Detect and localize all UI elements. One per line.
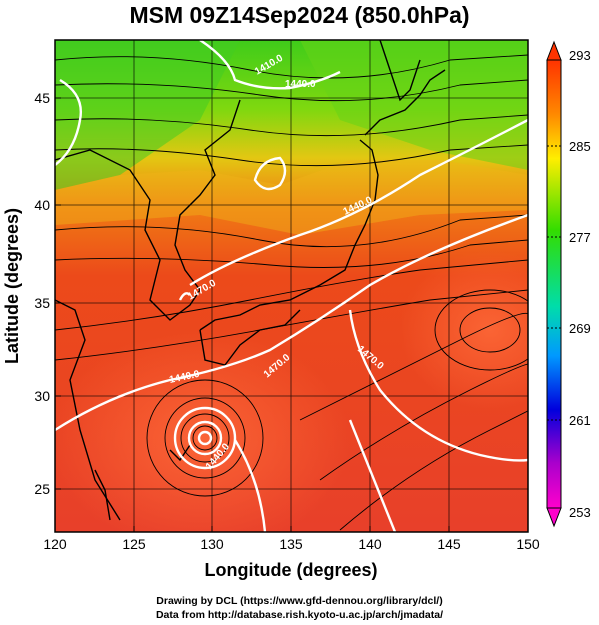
colorbar-labels: 293 285 277 269 261 253 <box>569 48 591 520</box>
x-tick-marks <box>54 526 529 532</box>
colorbar-tick-label: 261 <box>569 413 591 428</box>
y-tick-labels: 25 30 35 40 45 <box>34 90 50 497</box>
x-tick-label: 135 <box>279 536 303 552</box>
x-tick-labels: 120 125 130 135 140 145 150 <box>43 536 540 552</box>
y-tick-label: 30 <box>34 388 50 404</box>
height-contours <box>55 40 528 532</box>
x-tick-label: 145 <box>437 536 461 552</box>
colorbar-tick-label: 293 <box>569 48 591 63</box>
colorbar-tick-label: 253 <box>569 505 591 520</box>
colorbar-tick-label: 285 <box>569 139 591 154</box>
y-tick-marks <box>55 97 61 490</box>
colorbar-tick-label: 277 <box>569 230 591 245</box>
colorbar-max-arrow <box>546 40 562 61</box>
x-tick-label: 150 <box>516 536 540 552</box>
x-tick-label: 120 <box>43 536 67 552</box>
y-tick-label: 45 <box>34 90 50 106</box>
y-axis-label: Latitude (degrees) <box>2 208 22 364</box>
x-tick-label: 130 <box>200 536 224 552</box>
colorbar-min-arrow <box>546 507 562 528</box>
coastlines <box>55 40 446 521</box>
y-tick-label: 40 <box>34 197 50 213</box>
colorbar-tick-label: 269 <box>569 321 591 336</box>
x-axis-label: Longitude (degrees) <box>204 560 377 580</box>
x-tick-label: 125 <box>122 536 146 552</box>
wind-streamlines <box>55 54 528 531</box>
y-tick-label: 35 <box>34 295 50 311</box>
credit-drawing: Drawing by DCL (https://www.gfd-dennou.o… <box>156 595 443 607</box>
credit-data: Data from http://database.rish.kyoto-u.a… <box>155 609 444 621</box>
y-tick-label: 25 <box>34 481 50 497</box>
plot-area: 1440.0 1440.0 1440.0 1470.0 1470.0 1440.… <box>55 40 528 532</box>
contour-label: 1440.0 <box>285 79 316 90</box>
map-title: MSM 09Z14Sep2024 (850.0hPa) <box>129 2 470 28</box>
colorbar <box>546 40 562 528</box>
x-tick-label: 140 <box>358 536 382 552</box>
